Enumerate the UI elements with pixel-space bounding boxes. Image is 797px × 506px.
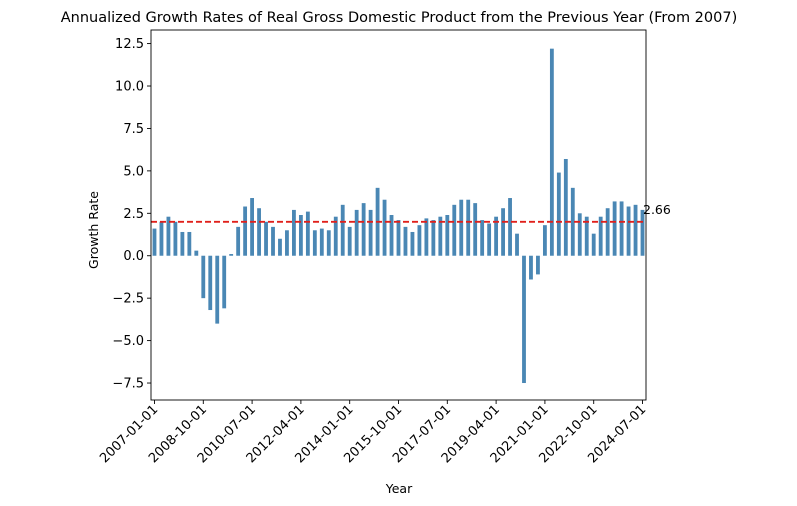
y-tick-label: 10.0 — [115, 80, 144, 95]
x-axis-label: Year — [385, 481, 413, 496]
y-axis-label: Growth Rate — [86, 191, 101, 269]
y-tick-label: −2.5 — [112, 292, 144, 307]
bar-2009-04-01 — [215, 255, 220, 324]
annotation-value: 2.66 — [643, 202, 671, 217]
bar-2019-01-01 — [487, 223, 492, 256]
bar-2017-10-01 — [452, 204, 457, 256]
bar-2007-01-01 — [152, 228, 157, 256]
bar-2010-10-01 — [257, 208, 261, 256]
bar-2017-04-01 — [438, 216, 443, 256]
bar-2024-04-01 — [633, 204, 638, 256]
bar-2014-10-01 — [368, 209, 373, 256]
bar-2007-07-01 — [166, 216, 171, 256]
bar-2018-04-01 — [466, 199, 471, 256]
bar-2013-01-01 — [319, 228, 324, 256]
bar-2021-01-01 — [542, 225, 547, 256]
bar-2023-01-01 — [598, 216, 603, 256]
bars-group — [152, 48, 645, 384]
y-tick-label: −5.0 — [112, 334, 144, 349]
bar-2018-01-01 — [459, 199, 464, 256]
bar-2009-07-01 — [222, 255, 227, 309]
bar-2019-10-01 — [508, 198, 512, 256]
bar-2020-04-01 — [522, 255, 526, 384]
bar-2022-01-01 — [570, 187, 575, 256]
bar-2012-01-01 — [292, 209, 296, 256]
bar-2009-01-01 — [208, 255, 213, 311]
y-tick-label: 2.5 — [123, 207, 144, 222]
bar-2017-07-01 — [445, 215, 450, 256]
bar-2019-07-01 — [501, 208, 505, 256]
bar-2014-04-01 — [354, 209, 359, 256]
bar-2008-04-01 — [187, 231, 192, 256]
bar-2014-01-01 — [347, 226, 352, 256]
bar-2012-10-01 — [312, 230, 317, 256]
bar-2020-10-01 — [536, 255, 540, 275]
bar-2016-07-01 — [417, 225, 422, 256]
bar-2023-04-01 — [605, 208, 610, 256]
bar-2011-01-01 — [264, 221, 268, 256]
bar-2018-07-01 — [473, 203, 478, 256]
bar-2020-01-01 — [515, 233, 519, 256]
y-tick-label: 7.5 — [123, 122, 144, 137]
bar-2022-04-01 — [577, 213, 582, 256]
y-axis: −7.5 −5.0 −2.5 0.0 2.5 5.0 7.5 10.0 12.5 — [112, 37, 151, 392]
bar-2022-07-01 — [584, 216, 589, 256]
bar-2011-04-01 — [271, 226, 275, 256]
bar-2017-01-01 — [431, 220, 436, 256]
bar-2011-07-01 — [278, 238, 282, 256]
bar-2021-04-01 — [549, 48, 554, 256]
bar-2010-07-01 — [250, 198, 254, 256]
bar-2022-10-01 — [591, 233, 596, 256]
bar-2011-10-01 — [285, 230, 289, 256]
bar-2013-10-01 — [340, 204, 345, 256]
bar-2014-07-01 — [361, 203, 366, 256]
bar-2018-10-01 — [480, 220, 485, 256]
bar-2015-07-01 — [389, 215, 394, 256]
bar-2009-10-01 — [229, 254, 234, 256]
y-tick-label: −7.5 — [112, 377, 144, 392]
bar-2023-07-01 — [612, 201, 617, 256]
chart-title: Annualized Growth Rates of Real Gross Do… — [61, 10, 738, 26]
y-tick-label: 5.0 — [123, 164, 144, 179]
bar-2008-10-01 — [201, 255, 206, 299]
bar-2021-07-01 — [556, 172, 561, 256]
bar-2013-04-01 — [326, 230, 331, 256]
bar-2016-01-01 — [403, 226, 408, 256]
bar-2020-07-01 — [529, 255, 533, 280]
bar-2013-07-01 — [333, 216, 338, 256]
bar-2007-10-01 — [173, 221, 178, 256]
y-tick-label: 0.0 — [123, 249, 144, 264]
bar-2019-04-01 — [494, 216, 499, 256]
bar-2023-10-01 — [619, 201, 624, 256]
bar-2010-04-01 — [243, 206, 248, 256]
bar-2015-04-01 — [382, 199, 387, 256]
bar-2024-01-01 — [626, 206, 631, 256]
bar-2016-04-01 — [410, 231, 415, 256]
bar-2015-10-01 — [396, 220, 401, 256]
bar-2008-01-01 — [180, 231, 185, 256]
bar-2024-07-01 — [640, 209, 645, 256]
y-tick-label: 12.5 — [115, 37, 144, 52]
x-axis: 2007-01-012008-10-012010-07-012012-04-01… — [97, 400, 649, 466]
bar-2007-04-01 — [159, 221, 164, 256]
bar-2012-04-01 — [298, 215, 303, 256]
bar-2021-10-01 — [563, 158, 568, 256]
bar-2016-10-01 — [424, 218, 429, 256]
bar-2012-07-01 — [305, 211, 310, 256]
bar-2010-01-01 — [236, 226, 241, 256]
bar-2008-07-01 — [194, 250, 199, 256]
